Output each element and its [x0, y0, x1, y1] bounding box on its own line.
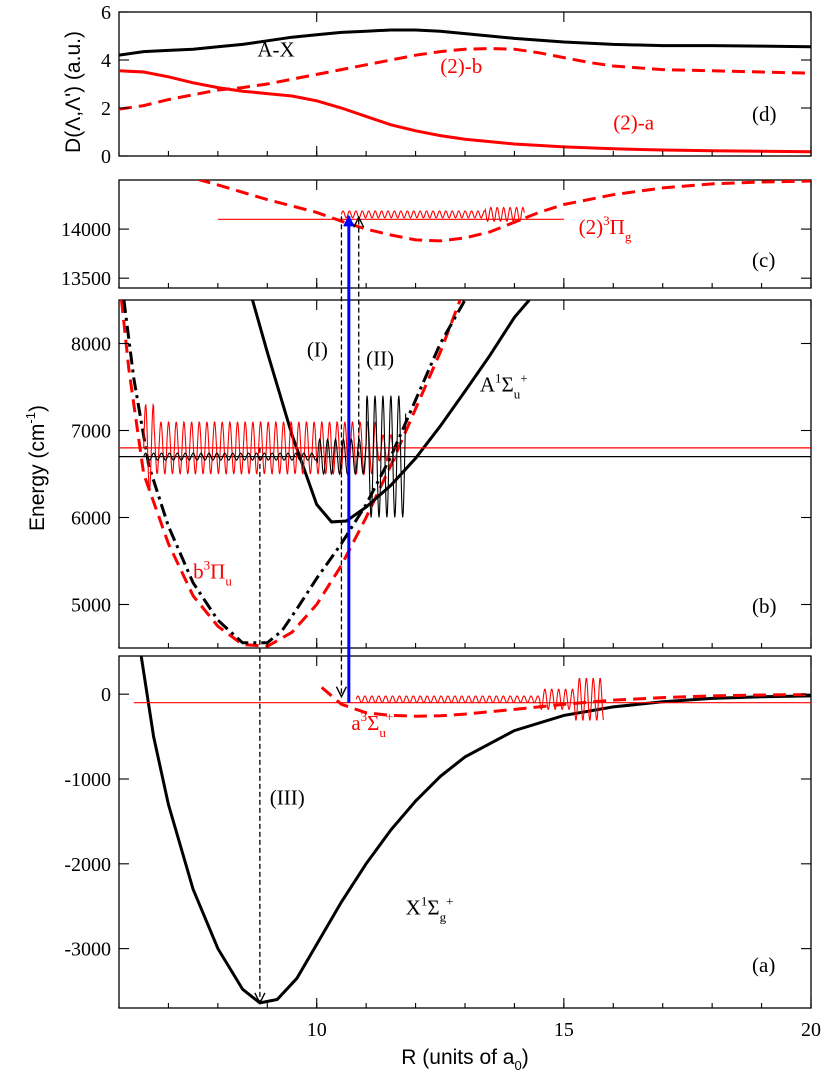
- wavepackets: [143, 206, 604, 721]
- ytick-label-a: -3000: [64, 939, 111, 961]
- annotation-c-0: (2)3Πg: [579, 213, 632, 244]
- panel-d-label: (d): [752, 102, 777, 126]
- transition-arrowhead-0: [335, 686, 348, 699]
- xtick-label: 10: [307, 1019, 327, 1041]
- xtick-label: 15: [554, 1019, 574, 1041]
- series-b-2: [122, 300, 467, 645]
- ytick-label-d: 2: [101, 98, 111, 120]
- series-b-1: [251, 300, 531, 524]
- wavepacket-black-b: [143, 395, 407, 518]
- annotation-d-1: (2)-b: [440, 54, 482, 78]
- panel-a-wavepacket: [355, 678, 604, 721]
- panel-c-wavepacket: [340, 206, 525, 223]
- series-d-1: [119, 46, 811, 111]
- wavepacket-red-c: [340, 206, 525, 223]
- annotation-a-2: X1Σg+: [406, 894, 454, 925]
- transition-arrowhead-1: [353, 215, 365, 228]
- ytick-label-c: 14000: [61, 219, 111, 241]
- curves: [119, 28, 811, 1005]
- wavepacket-red-b: [143, 403, 397, 492]
- ytick-label-a: -2000: [64, 854, 111, 876]
- panel-d-plot: [119, 28, 811, 154]
- ytick-label-c: 13500: [61, 268, 111, 290]
- series-b-0: [120, 300, 462, 648]
- series-c-0: [194, 180, 811, 243]
- panel-c: [118, 179, 812, 289]
- transitions: [254, 214, 365, 1005]
- transition-arrowhead-3: [254, 992, 266, 1005]
- panel-c-label: (c): [752, 248, 775, 272]
- ytick-label-b: 5000: [71, 595, 111, 617]
- annotation-b-0: (I): [307, 338, 328, 362]
- series-a-0: [139, 656, 811, 1005]
- panel-b-plot: [119, 300, 811, 648]
- panel-c-plot: [194, 180, 811, 243]
- annotation-b-1: (II): [366, 346, 394, 370]
- series-d-0: [119, 28, 811, 57]
- annotation-b-2: A1Σu+: [480, 370, 528, 401]
- panel-c-frame: [118, 179, 812, 289]
- annotation-a-0: a3Σu+: [351, 709, 393, 740]
- series-d-2: [119, 69, 811, 154]
- annotation-d-0: A-X: [257, 37, 294, 61]
- transition-arrowhead-2: [343, 214, 355, 227]
- annotation-a-1: (III): [270, 785, 305, 809]
- panel-a-plot: [133, 656, 811, 1005]
- ytick-label-b: 7000: [71, 421, 111, 443]
- ytick-label-b: 6000: [71, 508, 111, 530]
- panel-a-label: (a): [752, 953, 775, 977]
- ytick-label-d: 0: [101, 146, 111, 168]
- panel-b-wavepackets: [143, 395, 407, 518]
- annotation-d-2: (2)-a: [613, 111, 654, 135]
- x-axis-label: R (units of a0): [401, 1046, 528, 1073]
- ytick-label-d: 6: [101, 2, 111, 24]
- panel-b: [118, 299, 812, 649]
- series-a-1: [320, 686, 811, 718]
- ticks: [118, 11, 812, 1008]
- panel-b-ylabel: Energy (cm-1): [23, 405, 49, 531]
- ytick-label-a: -1000: [64, 769, 111, 791]
- panel-b-label: (b): [752, 594, 777, 618]
- annotations: 0 2 4 6 13500 14000 5000 6000 7000 8000 -3000 -2000…: [61, 2, 821, 1041]
- panel-d-ylabel: D(Λ,Λ') (a.u.): [62, 31, 85, 153]
- wavepacket-red-a: [355, 678, 604, 721]
- ytick-label-a: 0: [101, 684, 111, 706]
- annotation-b-3: b3Πu: [193, 557, 232, 588]
- panel-b-frame: [118, 299, 812, 649]
- ytick-label-b: 8000: [71, 334, 111, 356]
- ytick-label-d: 4: [101, 50, 111, 72]
- xtick-label: 20: [801, 1019, 821, 1041]
